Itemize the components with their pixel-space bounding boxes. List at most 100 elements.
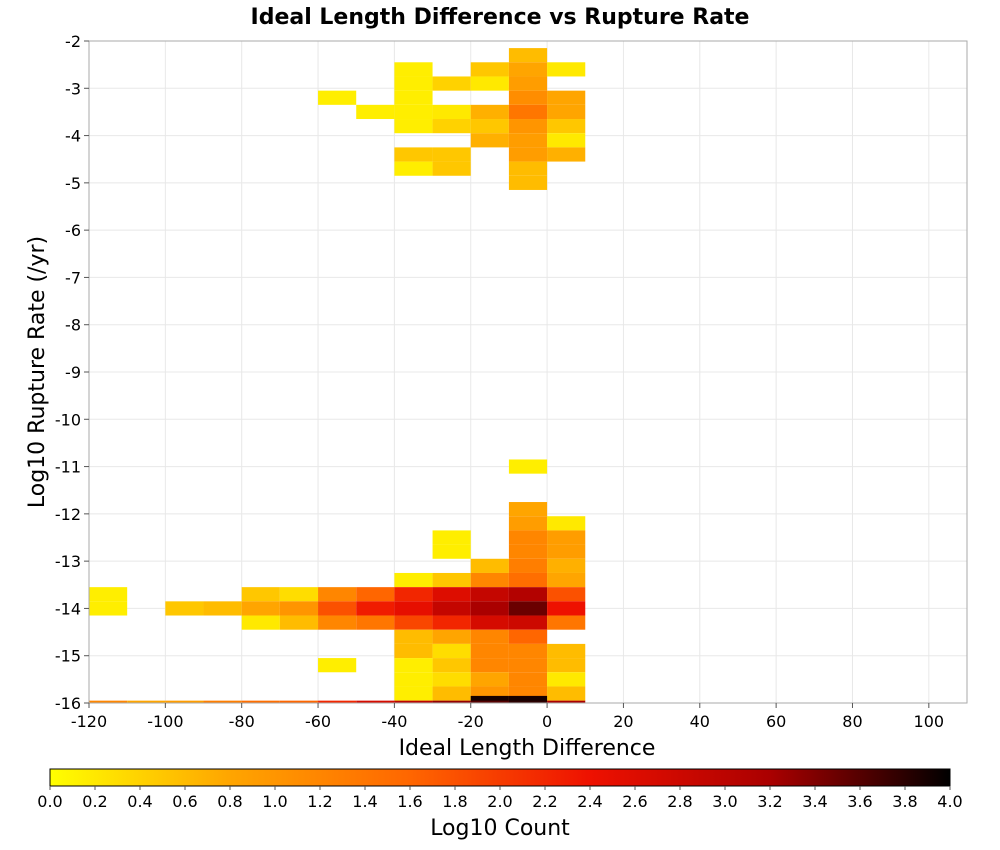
y-tick-label: -12: [55, 505, 81, 524]
colorbar-tick-label: 0.2: [82, 792, 107, 811]
heatmap-cell: [432, 658, 471, 673]
x-tick-label: 60: [766, 712, 786, 731]
heatmap-cell: [508, 62, 548, 77]
colorbar-tick-label: 0.8: [217, 792, 242, 811]
heatmap-cell: [394, 615, 433, 630]
heatmap-cell: [547, 587, 586, 602]
heatmap-cell: [394, 658, 433, 673]
heatmap-cell: [318, 615, 357, 630]
y-tick-label: -4: [65, 127, 81, 146]
heatmap-cell: [470, 615, 509, 630]
heatmap-cell: [394, 700, 433, 703]
x-tick-label: -120: [71, 712, 107, 731]
heatmap-cell: [279, 587, 319, 602]
heatmap-cell: [432, 76, 471, 91]
heatmap-cell: [508, 147, 548, 162]
heatmap-cell: [508, 459, 548, 474]
heatmap-cell: [547, 686, 586, 701]
heatmap-cell: [241, 587, 280, 602]
heatmap-cell: [470, 572, 509, 588]
heatmap-cell: [470, 643, 509, 659]
heatmap-cell: [318, 587, 357, 602]
colorbar-ticks: 0.0 0.2 0.4 0.6 0.8 1.0 1.2 1.4 1.6 1.8 2.0 2.2 2.4 2…: [37, 786, 963, 811]
heatmap-cell: [547, 530, 586, 545]
y-tick-label: -2: [65, 32, 81, 51]
heatmap-cell: [279, 615, 319, 630]
heatmap-cell: [394, 147, 433, 162]
x-axis-ticks: -120 -100 -80 -60 -40 -20 0 20 40 60 80 100: [71, 703, 944, 731]
y-tick-label: -10: [55, 410, 81, 429]
heatmap-cell: [470, 558, 509, 573]
heatmap-cell: [356, 700, 395, 703]
heatmap-cell: [547, 658, 586, 673]
heatmap-cell: [432, 544, 471, 559]
heatmap-cell: [508, 161, 548, 176]
heatmap-cell: [547, 643, 586, 659]
heatmap-cell: [394, 686, 433, 701]
heatmap-cell: [547, 544, 586, 559]
heatmap-cell: [394, 572, 433, 588]
heatmap-cell: [356, 601, 395, 616]
heatmap-cell: [394, 587, 433, 602]
heatmap-cell: [394, 601, 433, 616]
heatmap-cell: [508, 133, 548, 148]
colorbar-tick-label: 2.0: [487, 792, 512, 811]
heatmap-cell: [547, 601, 586, 616]
x-axis-label: Ideal Length Difference: [399, 736, 656, 761]
heatmap-cell: [547, 558, 586, 573]
heatmap-cell: [508, 119, 548, 134]
heatmap-cell: [241, 615, 280, 630]
heatmap-cell: [470, 62, 509, 77]
heatmap-cell: [318, 658, 357, 673]
heatmap-cell: [508, 572, 548, 588]
heatmap-cell: [547, 672, 586, 687]
heatmap-cells: [89, 48, 586, 703]
heatmap-cell: [318, 601, 357, 616]
heatmap-cell: [508, 104, 548, 120]
y-tick-label: -11: [55, 458, 81, 477]
y-tick-label: -9: [65, 363, 81, 382]
colorbar-tick-label: 1.0: [262, 792, 287, 811]
heatmap-cell: [470, 119, 509, 134]
heatmap-cell: [432, 119, 471, 134]
x-tick-label: -60: [305, 712, 331, 731]
heatmap-cell: [547, 147, 586, 162]
heatmap-cell: [89, 700, 128, 703]
heatmap-cell: [508, 672, 548, 687]
y-tick-label: -7: [65, 268, 81, 287]
heatmap-cell: [89, 601, 128, 616]
y-tick-label: -16: [55, 694, 81, 713]
heatmap-cell: [470, 695, 509, 703]
heatmap-cell: [508, 502, 548, 517]
heatmap-cell: [547, 133, 586, 148]
heatmap-cell: [470, 104, 509, 120]
heatmap-cell: [508, 558, 548, 573]
colorbar-tick-label: 1.8: [442, 792, 467, 811]
heatmap-cell: [394, 161, 433, 176]
heatmap-cell: [547, 104, 586, 120]
colorbar-tick-label: 3.4: [802, 792, 827, 811]
heatmap-cell: [470, 700, 509, 703]
heatmap-cell: [547, 90, 586, 105]
heatmap-cell: [394, 104, 433, 120]
x-tick-label: -40: [381, 712, 407, 731]
heatmap-cell: [547, 516, 586, 531]
x-tick-label: 40: [690, 712, 710, 731]
heatmap-cell: [241, 601, 280, 616]
heatmap-cell: [432, 672, 471, 687]
heatmap-cell: [394, 90, 433, 105]
heatmap-cell: [318, 90, 357, 105]
heatmap-cell: [394, 629, 433, 644]
y-tick-label: -3: [65, 79, 81, 98]
heatmap-cell: [89, 587, 128, 602]
colorbar-tick-label: 0.6: [172, 792, 197, 811]
heatmap-cell: [508, 516, 548, 531]
heatmap-cell: [547, 615, 586, 630]
colorbar-tick-label: 2.8: [667, 792, 692, 811]
x-tick-label: 100: [914, 712, 945, 731]
heatmap-cell: [508, 629, 548, 644]
heatmap-cell: [394, 643, 433, 659]
y-tick-label: -14: [55, 599, 81, 618]
heatmap-cell: [127, 700, 166, 703]
